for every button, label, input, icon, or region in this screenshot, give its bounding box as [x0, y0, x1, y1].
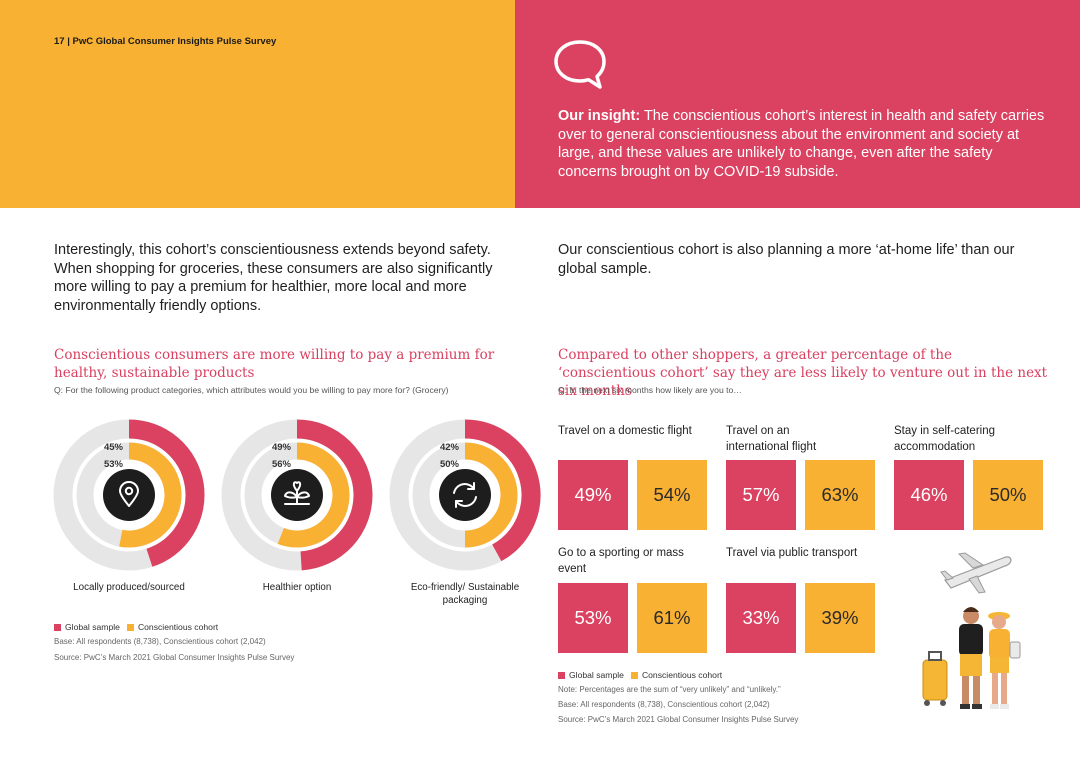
airplane-icon: [940, 552, 1012, 594]
intro-left: Interestingly, this cohort’s conscientio…: [54, 242, 493, 314]
page-header: 17 | PwC Global Consumer Insights Pulse …: [54, 36, 277, 47]
tile-label: Travel on a domestic flight: [558, 425, 692, 437]
traveler-woman: [988, 612, 1021, 709]
traveler-man: [959, 607, 983, 709]
tile-cohort: 54%: [637, 460, 707, 530]
donut-arc: [296, 419, 373, 571]
donut-arc: [464, 419, 541, 562]
donut-value-label: 50%: [440, 459, 460, 470]
donut-label: Healthier option: [262, 582, 332, 593]
right-chart-question: Q: In the next six months how likely are…: [558, 385, 742, 395]
left-base-note: Base: All respondents (8,738), Conscient…: [54, 637, 266, 646]
donut-arc: [277, 442, 350, 548]
legend-swatch-global: [54, 623, 61, 631]
left-chart-question: Q: For the following product categories,…: [54, 385, 449, 395]
insight-lead: Our insight:: [558, 108, 641, 124]
tile-label: Stay in self-catering accommodation: [894, 425, 995, 453]
tile-cohort: 61%: [637, 583, 707, 653]
right-base-note: Base: All respondents (8,738), Conscient…: [558, 700, 770, 709]
travelers-illustration: [922, 552, 1021, 709]
donut-label: Eco-friendly/ Sustainable packaging: [410, 582, 520, 606]
right-chart-title: Compared to other shoppers, a greater pe…: [558, 347, 1048, 399]
insight-body: The conscientious cohort’s interest in h…: [558, 108, 1045, 180]
legend-swatch-cohort: [126, 623, 134, 631]
tile-cohort: 50%: [973, 460, 1043, 530]
donut-arc: [119, 442, 182, 548]
left-legend: Global sample Conscientious cohort: [54, 622, 218, 632]
donut-chart: 45% 53% 49% 56% 42% 50%: [53, 419, 541, 571]
donut-value-label: 49%: [272, 442, 292, 453]
tile-cohort: 63%: [805, 460, 875, 530]
legend-global-label: Global sample: [569, 670, 624, 680]
speech-bubble-icon: [554, 40, 606, 89]
tile-cohort: 39%: [805, 583, 875, 653]
tile-global: 33%: [726, 583, 796, 653]
right-source-note: Source: PwC’s March 2021 Global Consumer…: [558, 715, 799, 724]
legend-cohort-label: Conscientious cohort: [641, 670, 723, 680]
donut-label: Locally produced/sourced: [73, 582, 185, 593]
legend-cohort-label: Conscientious cohort: [137, 622, 219, 632]
tile-global: 49%: [558, 460, 628, 530]
legend-swatch-global: [558, 671, 565, 679]
location-pin-icon: [119, 481, 139, 507]
intro-right: Our conscientious cohort is also plannin…: [558, 242, 1015, 277]
donut-value-label: 45%: [104, 442, 124, 453]
tile-global: 57%: [726, 460, 796, 530]
donut-arc: [464, 442, 518, 548]
left-source-note: Source: PwC’s March 2021 Global Consumer…: [54, 653, 295, 662]
tile-global: 46%: [894, 460, 964, 530]
right-note: Note: Percentages are the sum of “very u…: [558, 685, 781, 694]
header-band-left: [0, 0, 515, 208]
right-legend: Global sample Conscientious cohort: [558, 670, 722, 680]
donut-center: [439, 469, 491, 521]
legend-global-label: Global sample: [65, 622, 120, 632]
donut-value-label: 56%: [272, 459, 292, 470]
tile-label: Travel on an international flight: [726, 425, 817, 453]
donut-value-label: 42%: [440, 442, 460, 453]
legend-swatch-cohort: [630, 671, 638, 679]
suitcase-icon: [922, 659, 948, 701]
insight-text: Our insight: The conscientious cohort’s …: [558, 107, 1048, 181]
donut-value-label: 53%: [104, 459, 124, 470]
tile-global: 53%: [558, 583, 628, 653]
left-chart-title: Conscientious consumers are more willing…: [54, 347, 495, 381]
sprout-icon: [284, 481, 310, 505]
tile-label: Go to a sporting or mass event: [558, 547, 684, 575]
insight-panel: [515, 0, 1080, 208]
tile-label: Travel via public transport: [726, 547, 858, 559]
recycle-icon: [453, 482, 477, 508]
donut-arc: [128, 419, 205, 567]
